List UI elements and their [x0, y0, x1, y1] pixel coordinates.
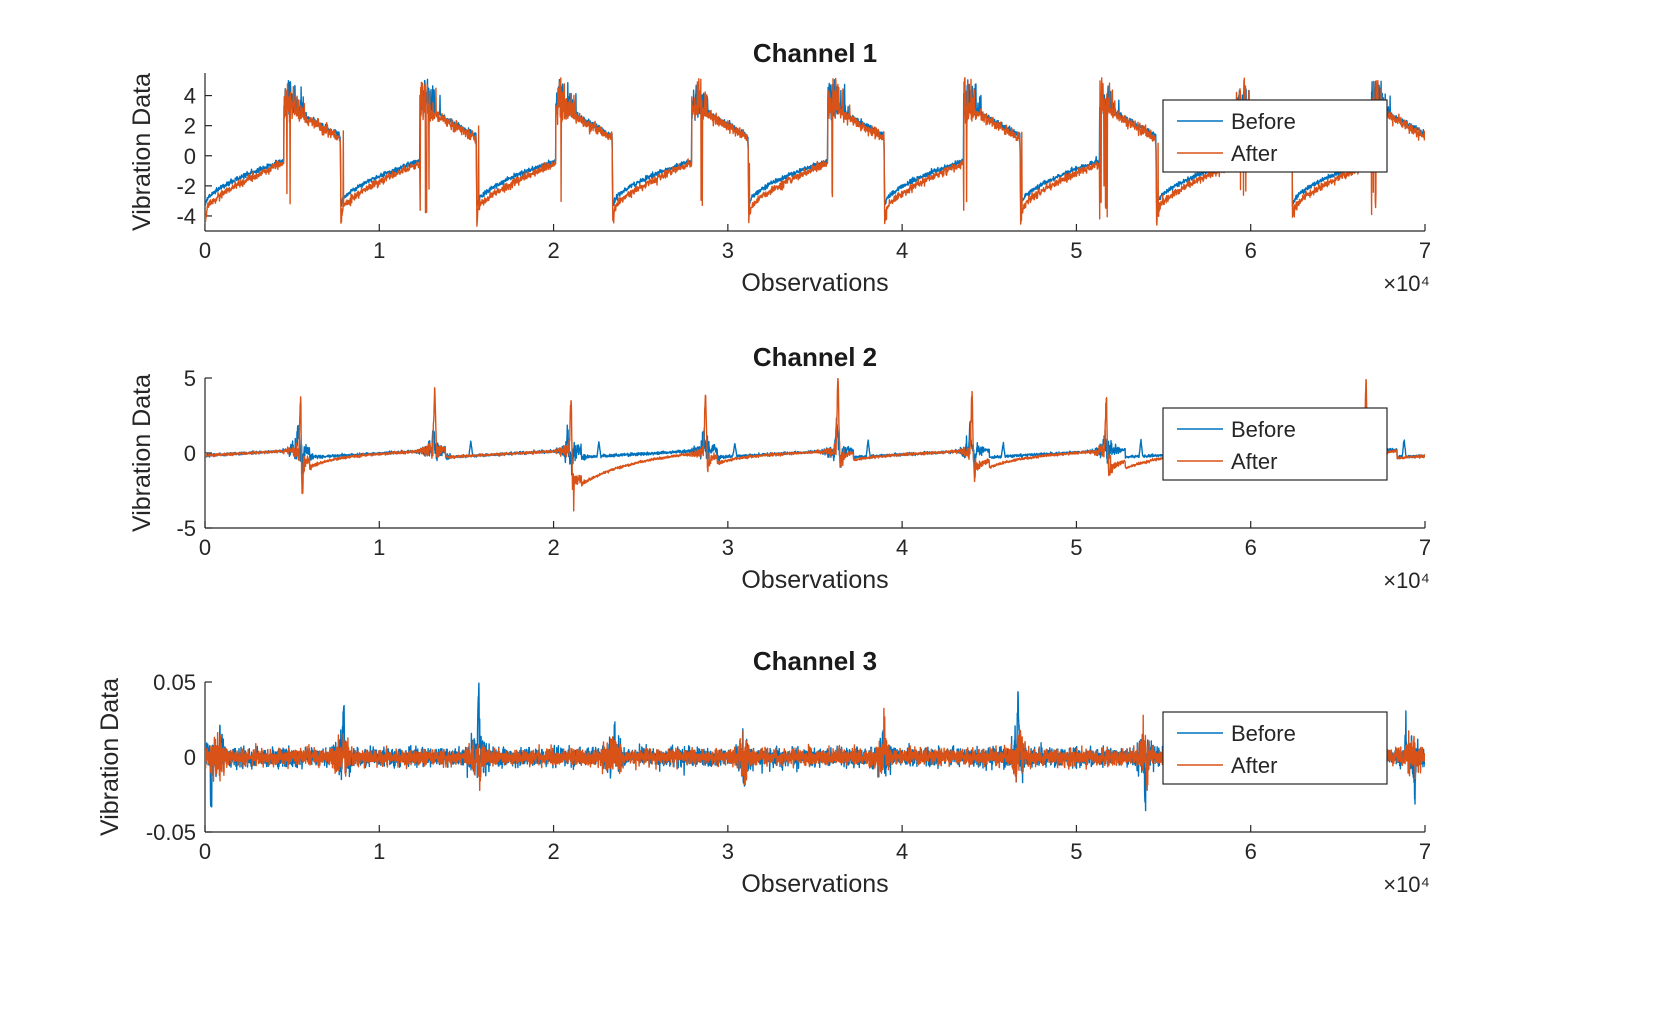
legend-entry-before: Before [1231, 721, 1296, 746]
y-tick-label: 0 [184, 745, 196, 770]
x-axis-label: Observations [741, 566, 888, 594]
legend-entry-before: Before [1231, 109, 1296, 134]
x-axis-label: Observations [741, 870, 888, 898]
y-tick-label: 4 [184, 84, 196, 109]
legend-entry-before: Before [1231, 417, 1296, 442]
x-tick-label: 1 [373, 238, 385, 263]
x-tick-label: 4 [896, 535, 908, 560]
x-tick-label: 6 [1245, 839, 1257, 864]
x-tick-label: 5 [1070, 238, 1082, 263]
subplot-channel-1: 0 1 2 3 4 5 6 7 -4 -2 0 2 4 Channel 1 Observations ×10⁴… [128, 38, 1431, 297]
legend-box [1162, 407, 1388, 481]
x-tick-label: 6 [1245, 238, 1257, 263]
y-tick-label: -5 [176, 516, 196, 541]
x-axis-exponent-label: ×10⁴ [1383, 271, 1430, 296]
legend-box [1162, 99, 1388, 173]
y-tick-label: 0.05 [153, 670, 196, 695]
x-tick-label: 0 [199, 839, 211, 864]
y-axis-label: Vibration Data [96, 678, 124, 836]
x-tick-label: 4 [896, 238, 908, 263]
x-tick-label: 5 [1070, 535, 1082, 560]
y-tick-label: -2 [176, 174, 196, 199]
y-tick-label: 5 [184, 366, 196, 391]
x-tick-label: 1 [373, 535, 385, 560]
x-tick-label: 7 [1419, 839, 1431, 864]
x-tick-label: 5 [1070, 839, 1082, 864]
legend: Before After [1162, 99, 1388, 173]
x-tick-label: 0 [199, 535, 211, 560]
y-tick-label: -4 [176, 204, 196, 229]
x-tick-label: 4 [896, 839, 908, 864]
legend-entry-after: After [1231, 753, 1277, 778]
x-axis-label: Observations [741, 269, 888, 297]
subplot-title: Channel 3 [753, 646, 877, 676]
y-tick-label: 0 [184, 441, 196, 466]
x-tick-label: 2 [547, 839, 559, 864]
y-tick-label: 2 [184, 114, 196, 139]
x-tick-label: 7 [1419, 535, 1431, 560]
x-axis-exponent-label: ×10⁴ [1383, 872, 1430, 897]
x-tick-label: 0 [199, 238, 211, 263]
legend-entry-after: After [1231, 141, 1277, 166]
y-axis-label: Vibration Data [128, 374, 156, 532]
legend: Before After [1162, 711, 1388, 785]
x-tick-label: 7 [1419, 238, 1431, 263]
legend: Before After [1162, 407, 1388, 481]
x-tick-label: 2 [547, 238, 559, 263]
y-axis-label: Vibration Data [128, 73, 156, 231]
x-tick-label: 2 [547, 535, 559, 560]
x-tick-label: 1 [373, 839, 385, 864]
subplot-title: Channel 1 [753, 38, 877, 68]
x-tick-label: 6 [1245, 535, 1257, 560]
x-tick-label: 3 [722, 535, 734, 560]
x-tick-label: 3 [722, 238, 734, 263]
x-tick-label: 3 [722, 839, 734, 864]
legend-entry-after: After [1231, 449, 1277, 474]
x-axis-exponent-label: ×10⁴ [1383, 568, 1430, 593]
subplot-title: Channel 2 [753, 342, 877, 372]
y-tick-label: -0.05 [146, 820, 196, 845]
y-tick-label: 0 [184, 144, 196, 169]
legend-box [1162, 711, 1388, 785]
